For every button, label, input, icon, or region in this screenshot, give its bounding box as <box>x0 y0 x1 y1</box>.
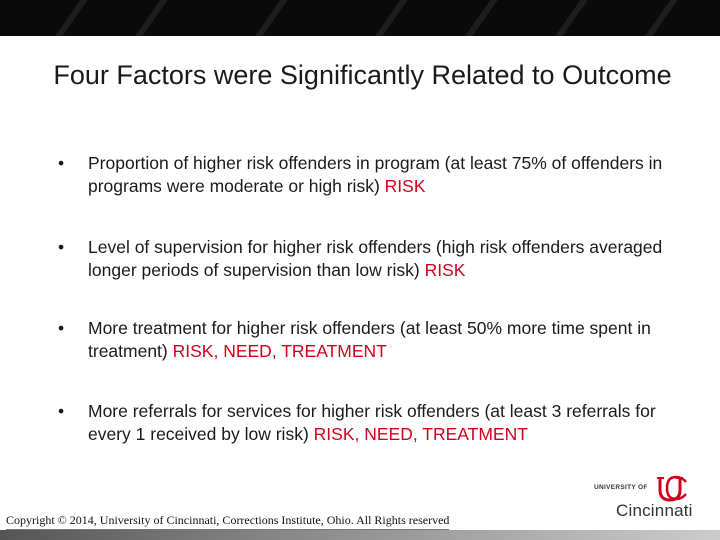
bullet-dot: • <box>58 401 65 421</box>
bullet-item: • Proportion of higher risk offenders in… <box>58 152 673 198</box>
bullet-item: • More referrals for services for higher… <box>58 400 673 446</box>
top-banner <box>0 0 720 36</box>
bullet-text: Proportion of higher risk offenders in p… <box>88 153 663 196</box>
bullet-text: More treatment for higher risk offenders… <box>88 318 651 361</box>
bullet-dot: • <box>58 237 65 257</box>
bullet-text: More referrals for services for higher r… <box>88 401 656 444</box>
bullet-text: Level of supervision for higher risk off… <box>88 237 663 280</box>
bottom-bar <box>0 530 720 540</box>
logo-name: Cincinnati <box>616 501 693 520</box>
slide-title: Four Factors were Significantly Related … <box>53 60 672 90</box>
bullet-tag: RISK, NEED, TREATMENT <box>313 424 528 444</box>
copyright-notice: Copyright © 2014, University of Cincinna… <box>6 513 450 530</box>
bullet-dot: • <box>58 153 65 173</box>
bullet-tag: RISK <box>384 176 426 196</box>
bullet-item: • More treatment for higher risk offende… <box>58 317 673 363</box>
bullet-item: • Level of supervision for higher risk o… <box>58 236 673 282</box>
university-logo: UNIVERSITY OF Cincinnati <box>594 474 704 526</box>
bullet-tag: RISK, NEED, TREATMENT <box>172 341 387 361</box>
bullet-tag: RISK <box>424 260 466 280</box>
logo-university-of: UNIVERSITY OF <box>594 484 648 491</box>
bullet-dot: • <box>58 318 65 338</box>
uc-monogram-icon <box>657 475 687 502</box>
